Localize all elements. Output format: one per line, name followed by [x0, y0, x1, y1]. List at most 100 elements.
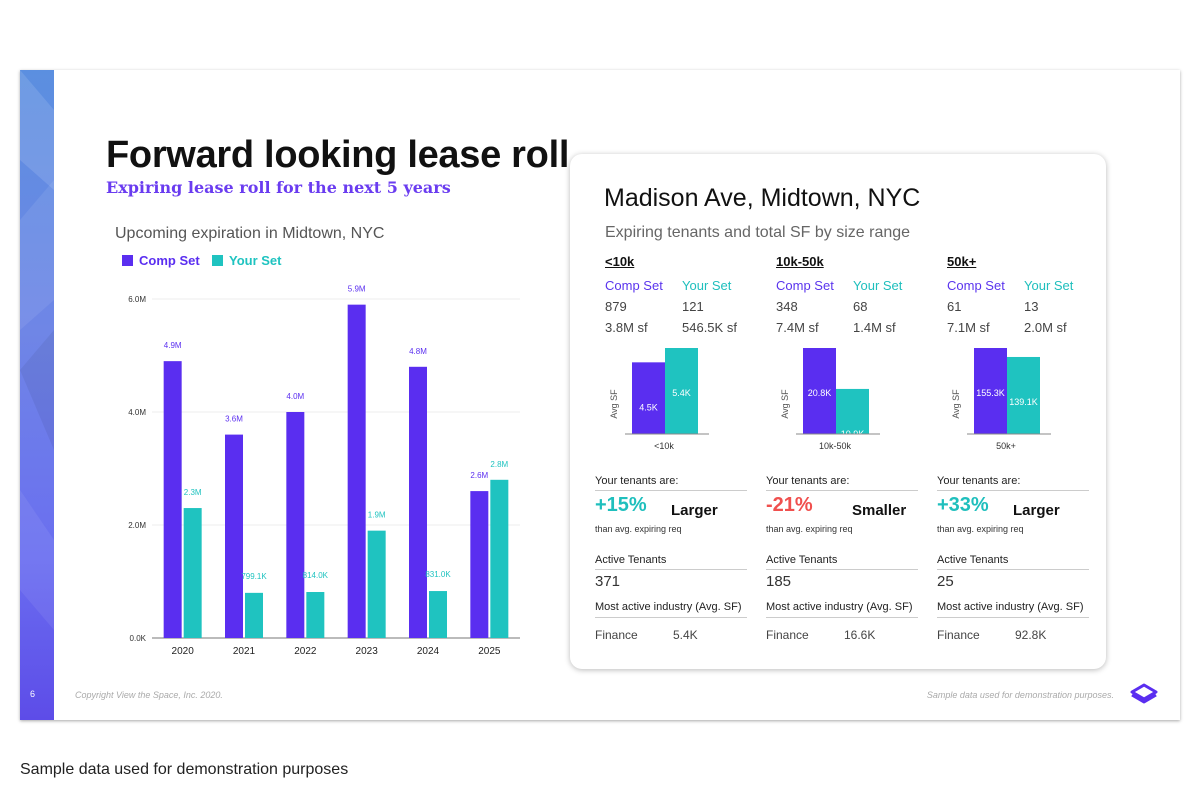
your-sf: 546.5K sf [682, 320, 737, 335]
side-strip-pattern [20, 70, 54, 630]
size-diff-word: Smaller [852, 502, 907, 519]
divider [595, 569, 747, 570]
bar-comp-set [286, 412, 305, 638]
your-tenants-label: Your tenants are: [595, 475, 679, 487]
mini-chart-xlabel: 50k+ [996, 441, 1016, 451]
bar-label-your-set: 2.3M [184, 488, 202, 497]
page-number: 6 [30, 689, 36, 699]
legend-label-comp: Comp Set [139, 253, 200, 268]
bar-label-comp-set: 2.6M [470, 471, 488, 480]
divider [595, 617, 747, 618]
bar-label-your-set: 1.9M [368, 511, 386, 520]
your-count: 121 [682, 299, 704, 314]
x-tick-label: 2023 [356, 646, 379, 657]
size-column-10k-50k: 10k-50k Comp Set Your Set 348 68 7.4M sf 1.4M … [766, 254, 946, 674]
bar-comp-set [409, 366, 427, 638]
property-card: Madison Ave, Midtown, NYC Expiring tenan… [570, 154, 1106, 669]
your-tenants-label: Your tenants are: [766, 475, 850, 487]
mini-chart-ylabel: Avg SF [609, 389, 619, 419]
bar-label-your-set: 799.1K [241, 572, 267, 581]
comp-set-label: Comp Set [947, 278, 1005, 293]
your-set-label: Your Set [853, 278, 903, 293]
mini-chart-ylabel: Avg SF [780, 389, 790, 419]
bar-your-set [183, 508, 202, 638]
page-footnote: Sample data used for demonstration purpo… [20, 761, 349, 778]
x-tick-label: 2022 [294, 646, 317, 657]
side-strip: 6 [20, 70, 54, 720]
active-tenants-value: 371 [595, 573, 621, 590]
your-tenants-label: Your tenants are: [937, 475, 1021, 487]
size-diff-word: Larger [1013, 502, 1060, 519]
mini-chart-xlabel: <10k [654, 441, 674, 451]
view-the-space-logo-icon [1130, 683, 1158, 704]
legend-comp-set: Comp Set [122, 253, 200, 268]
your-set-label: Your Set [1024, 278, 1074, 293]
bar-comp-set [163, 361, 182, 638]
x-tick-label: 2024 [417, 646, 440, 657]
x-tick-label: 2021 [233, 646, 256, 657]
industry-name: Finance [766, 628, 809, 642]
mini-bar-your [665, 348, 698, 434]
slide: 6 Forward looking lease roll Expiring le… [20, 70, 1180, 720]
y-tick-label: 4.0M [128, 408, 146, 417]
bar-label-comp-set: 4.8M [409, 347, 427, 356]
mini-bar-your [836, 388, 869, 434]
comp-count: 348 [776, 299, 798, 314]
bar-your-set [367, 530, 386, 638]
bar-comp-set [470, 491, 489, 638]
divider [766, 617, 918, 618]
legend-swatch-your [212, 255, 223, 266]
slide-footnote: Sample data used for demonstration purpo… [926, 690, 1114, 700]
most-active-industry-label: Most active industry (Avg. SF) [595, 601, 742, 613]
your-count: 68 [853, 299, 868, 314]
mini-bar-comp [974, 348, 1007, 434]
bar-label-comp-set: 4.0M [286, 392, 304, 401]
comp-set-label: Comp Set [776, 278, 834, 293]
industry-avg-sf: 92.8K [1015, 628, 1047, 642]
mini-bar-label-your: 139.1K [1009, 397, 1038, 407]
divider [937, 617, 1089, 618]
comp-sf: 3.8M sf [605, 320, 648, 335]
active-tenants-label: Active Tenants [766, 554, 838, 566]
mini-chart-xlabel: 10k-50k [819, 441, 852, 451]
bar-your-set [245, 592, 263, 638]
lease-roll-bar-chart: 0.0K 2.0M 4.0M 6.0M 4.9M 2.3M 2020 3.6M 799.1K 20… [128, 285, 520, 657]
mini-bar-comp [632, 362, 665, 434]
active-tenants-label: Active Tenants [595, 554, 667, 566]
size-diff-percent: -21% [766, 494, 813, 516]
bar-label-comp-set: 3.6M [225, 415, 243, 424]
slide-subtitle: Expiring lease roll for the next 5 years [106, 178, 451, 197]
divider [937, 569, 1089, 570]
y-tick-label: 0.0K [130, 634, 147, 643]
mini-bar-label-comp: 4.5K [639, 402, 658, 412]
size-diff-caption: than avg. expiring req [937, 524, 1024, 534]
your-sf: 2.0M sf [1024, 320, 1067, 335]
comp-count: 879 [605, 299, 627, 314]
x-tick-label: 2020 [172, 646, 195, 657]
comp-count: 61 [947, 299, 962, 314]
bar-label-your-set: 814.0K [303, 571, 329, 580]
mini-bar-label-your: 5.4K [672, 388, 691, 398]
comp-sf: 7.1M sf [947, 320, 990, 335]
divider [595, 490, 747, 491]
size-diff-percent: +15% [595, 494, 647, 516]
bar-your-set [306, 592, 325, 638]
divider [766, 490, 918, 491]
your-set-label: Your Set [682, 278, 732, 293]
most-active-industry-label: Most active industry (Avg. SF) [937, 601, 1084, 613]
avg-sf-mini-chart: 4.5K 5.4K <10k Avg SF [609, 348, 709, 451]
divider [937, 490, 1089, 491]
legend-label-your: Your Set [229, 253, 282, 268]
comp-set-label: Comp Set [605, 278, 663, 293]
industry-name: Finance [937, 628, 980, 642]
legend-swatch-comp [122, 255, 133, 266]
size-range-label: <10k [605, 254, 635, 269]
divider [766, 569, 918, 570]
bar-your-set [429, 591, 447, 638]
y-tick-label: 2.0M [128, 521, 146, 530]
chart-title: Upcoming expiration in Midtown, NYC [115, 225, 385, 242]
bar-label-your-set: 2.8M [490, 460, 508, 469]
size-diff-caption: than avg. expiring req [595, 524, 682, 534]
card-subtitle: Expiring tenants and total SF by size ra… [605, 224, 911, 241]
bar-comp-set [347, 304, 366, 638]
